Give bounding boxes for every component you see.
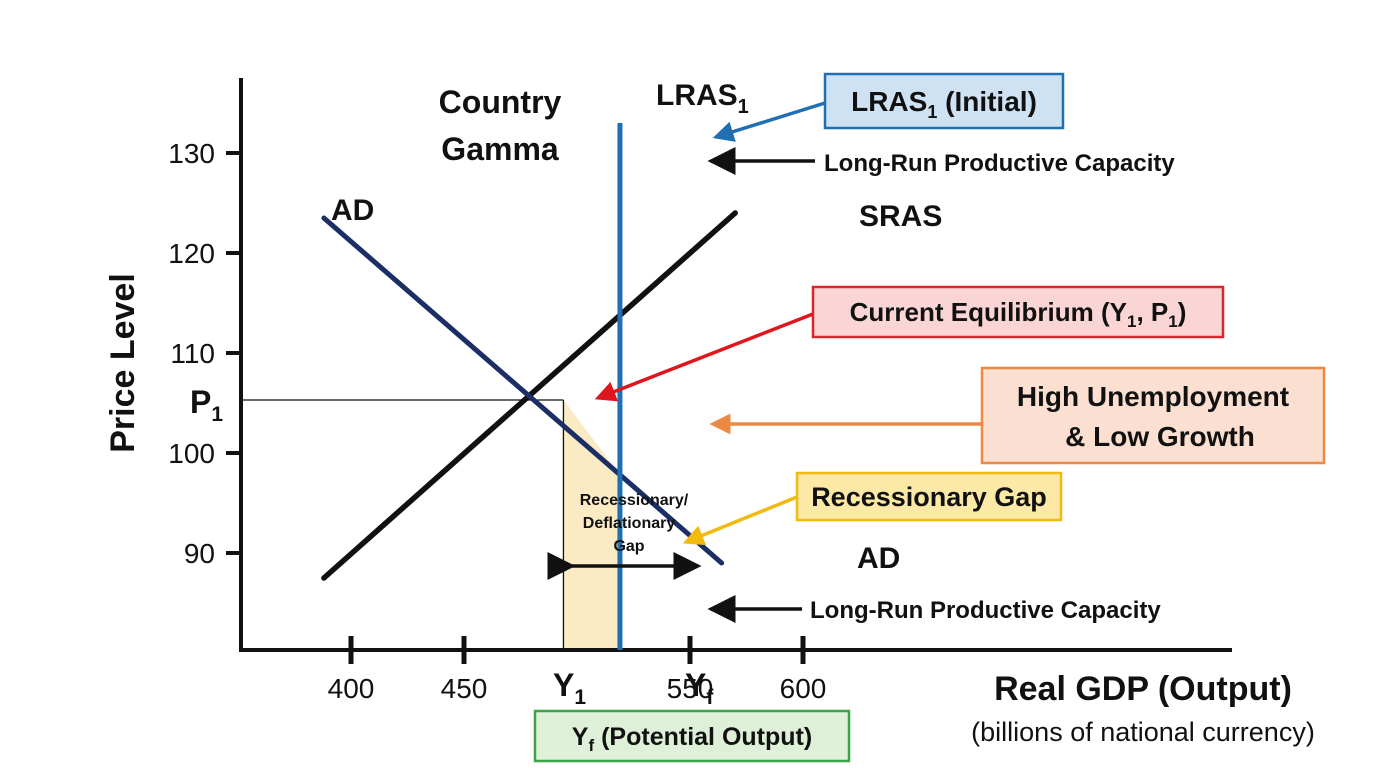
y1-label-text: Y (553, 667, 574, 703)
unemployment-callout-box (980, 366, 1326, 465)
x-tick-label: 400 (328, 673, 375, 704)
lras-initial-suffix: (Initial) (937, 86, 1037, 117)
p1-label: P1 (190, 384, 223, 426)
yf-label: Yf (685, 667, 714, 709)
recessionary-gap-callout-box (795, 471, 1063, 522)
capacity-top-label: Long-Run Productive Capacity (824, 150, 1175, 177)
potential-prefix: Y (572, 723, 589, 751)
chart-title-line2: Gamma (441, 131, 559, 167)
recessionary-gap-arrow (682, 495, 798, 546)
ad-label-bottom: AD (857, 542, 900, 575)
lras-initial-callout-text: LRAS1 (Initial) (851, 86, 1037, 122)
y-tick-label: 100 (168, 438, 215, 469)
eq-sub1: 1 (1127, 312, 1136, 331)
y-tick-label: 90 (184, 538, 215, 569)
y-axis-ticks: 90 100 110 120 130 (168, 138, 241, 569)
y-tick-label: 110 (170, 338, 215, 369)
ad-label-top: AD (331, 194, 374, 227)
yf-label-sub: f (706, 686, 714, 709)
x-tick-label: 600 (780, 673, 827, 704)
unemployment-line2: & Low Growth (1065, 421, 1255, 452)
y1-label: Y1 (553, 667, 586, 709)
recessionary-gap-callout-text: Recessionary Gap (811, 482, 1047, 512)
lras-initial-sub: 1 (927, 102, 937, 122)
yf-label-text: Y (685, 667, 706, 703)
lras-label-sub: 1 (738, 96, 749, 118)
lras-initial-text: LRAS (851, 86, 927, 117)
capacity-bottom-label: Long-Run Productive Capacity (810, 597, 1161, 624)
potential-suffix: (Potential Output) (594, 723, 812, 751)
potential-sub: f (588, 736, 594, 755)
eq-prefix: Current Equilibrium (Y (850, 297, 1127, 327)
lras-initial-callout-box (823, 72, 1065, 130)
x-tick-label: 450 (441, 673, 488, 704)
x-axis-title: Real GDP (Output) (994, 670, 1292, 708)
eq-suffix: ) (1178, 297, 1187, 327)
eq-mid: , P (1136, 297, 1168, 327)
gap-label-line1: Recessionary/ (580, 492, 689, 509)
x-axis-subtitle: (billions of national currency) (971, 717, 1315, 747)
lras-label: LRAS1 (656, 79, 749, 118)
y-axis-title: Price Level (104, 273, 142, 453)
p1-label-sub: 1 (211, 403, 223, 426)
sras-label: SRAS (859, 200, 942, 233)
eq-sub2: 1 (1168, 312, 1177, 331)
lras-label-text: LRAS (656, 79, 738, 112)
y1-label-sub: 1 (574, 686, 586, 709)
unemployment-line1: High Unemployment (1017, 381, 1289, 412)
gap-label-line3: Gap (613, 538, 644, 555)
y-tick-label: 120 (168, 238, 215, 269)
equilibrium-arrow (594, 312, 814, 402)
equilibrium-callout-text: Current Equilibrium (Y1, P1) (850, 297, 1187, 331)
gap-label-line2: Deflationary (583, 515, 676, 532)
chart-title-line1: Country (439, 84, 562, 120)
y-tick-label: 130 (168, 138, 215, 169)
x-tick-label: 550 (667, 673, 714, 704)
potential-output-callout-box (533, 709, 851, 763)
lras-initial-arrow (712, 101, 826, 142)
ad-curve (321, 215, 725, 566)
x-axis-ticks: 400 450 550 600 (328, 636, 827, 704)
p1-label-text: P (190, 384, 211, 420)
equilibrium-callout-box (811, 285, 1225, 339)
potential-output-callout-text: Yf (Potential Output) (572, 723, 812, 755)
